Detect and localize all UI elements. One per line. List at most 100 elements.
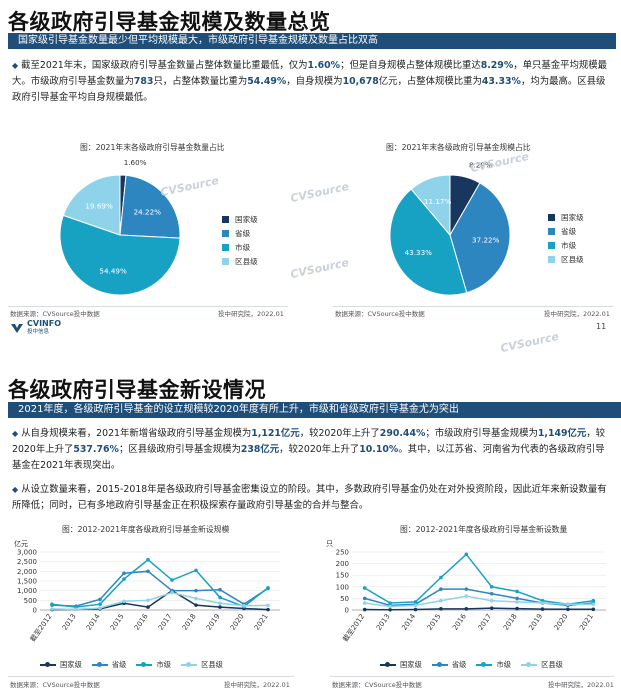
- data-point: [74, 608, 78, 612]
- line-count-source: 数据来源：CVSource投中数据: [332, 679, 422, 689]
- data-point: [363, 597, 367, 601]
- line-scale-credit: 投中研究院，2022.01: [224, 679, 290, 689]
- bullet-icon: ◆: [12, 61, 18, 70]
- legend-item-national: 国家级: [222, 212, 258, 226]
- x-tick-label: 2014: [85, 612, 102, 632]
- x-tick-label: 2020: [553, 613, 570, 632]
- data-point: [218, 605, 222, 609]
- pie-scale-title: 图：2021年末各级政府引导基金规模占比: [386, 142, 531, 153]
- line-scale-chart: 亿元05001,0001,5002,0002,5003,000截至2012 201…: [4, 534, 294, 674]
- data-point: [218, 596, 222, 600]
- data-point: [541, 601, 545, 605]
- page2-banner: 2021年度，各级政府引导基金的设立规模较2020年度有所上升，市级和省级政府引…: [8, 402, 621, 418]
- data-point: [439, 607, 443, 611]
- data-point: [388, 605, 392, 609]
- legend-item-county: 区县级: [222, 254, 258, 268]
- x-tick-label: 2020: [229, 613, 246, 632]
- pie-label-2: 54.49%: [99, 266, 127, 275]
- series-line-1: [52, 571, 268, 606]
- legend-item-county: 区县级: [521, 660, 563, 670]
- legend-item-city: 市级: [136, 660, 171, 670]
- data-point: [50, 607, 54, 611]
- x-tick-label: 2014: [400, 612, 417, 632]
- highlight-value: 10.10%: [359, 444, 398, 455]
- data-point: [465, 594, 469, 598]
- data-point: [490, 599, 494, 603]
- data-point: [490, 592, 494, 596]
- logo-icon: [10, 322, 24, 334]
- data-point: [592, 599, 596, 603]
- y-tick-label: 0: [33, 607, 37, 615]
- data-point: [439, 599, 443, 603]
- x-tick-label: 2019: [527, 613, 544, 632]
- data-point: [170, 578, 174, 582]
- divider: [330, 676, 614, 677]
- x-tick-label: 2017: [477, 613, 494, 632]
- highlight-value: 10,678: [343, 76, 379, 87]
- bullet-icon: ◆: [12, 429, 18, 438]
- legend-item-provincial: 省级: [222, 226, 258, 240]
- y-tick-label: 3,000: [17, 549, 37, 557]
- y-tick-label: 2,000: [17, 568, 37, 576]
- data-point: [146, 558, 150, 562]
- page2-paragraph-count: ◆ 从设立数量来看，2015-2018年是各级政府引导基金密集设立的阶段。其中，多…: [12, 482, 612, 514]
- data-point: [194, 589, 198, 593]
- highlight-value: 54.49%: [247, 76, 286, 87]
- data-point: [465, 587, 469, 591]
- legend-item-provincial: 省级: [92, 660, 127, 670]
- divider: [8, 306, 288, 307]
- data-point: [363, 586, 367, 590]
- y-tick-label: 200: [336, 560, 349, 568]
- data-point: [515, 600, 519, 604]
- x-tick-label: 2021: [253, 613, 270, 632]
- data-point: [515, 607, 519, 611]
- y-axis-unit: 亿元: [14, 539, 28, 548]
- data-point: [266, 586, 270, 590]
- data-point: [122, 577, 126, 581]
- highlight-value: 238亿元: [241, 444, 279, 455]
- data-point: [465, 607, 469, 611]
- pie-count-credit: 投中研究院，2022.01: [218, 308, 284, 318]
- legend-item-provincial: 省级: [432, 660, 467, 670]
- pie-label-1: 37.22%: [472, 235, 500, 244]
- data-point: [98, 598, 102, 602]
- y-tick-label: 1,000: [17, 587, 37, 595]
- pie-count-source: 数据来源：CVSource投中数据: [10, 308, 100, 318]
- data-point: [566, 608, 570, 612]
- data-point: [414, 608, 418, 612]
- line-scale-source: 数据来源：CVSource投中数据: [10, 679, 100, 689]
- highlight-value: 1,121亿元: [251, 428, 299, 439]
- highlight-value: 43.33%: [482, 76, 521, 87]
- pie-label-1: 24.22%: [134, 208, 162, 217]
- pie-scale-chart: 8.29% 37.22% 43.33% 11.17%: [340, 158, 540, 308]
- legend-item-provincial: 省级: [548, 224, 584, 238]
- x-tick-label: 2013: [61, 613, 78, 632]
- data-point: [194, 569, 198, 573]
- cvinfo-logo: CVINFO 投中信息: [10, 320, 61, 336]
- data-point: [146, 570, 150, 574]
- page2-paragraph-scale: ◆ 从自身规模来看，2021年新增省级政府引导基金规模为1,121亿元，较2020…: [12, 426, 612, 474]
- legend-item-city: 市级: [548, 238, 584, 252]
- data-point: [490, 606, 494, 610]
- line-count-chart: 只 0 50 100 150 200 250 截至2012 2013 2014 2015 2016 20…: [326, 534, 616, 674]
- data-point: [266, 604, 270, 608]
- legend-item-city: 市级: [476, 660, 511, 670]
- x-tick-label: 2015: [426, 613, 443, 632]
- pie-count-title: 图：2021年末各级政府引导基金数量占比: [80, 142, 225, 153]
- line-count-legend: 国家级 省级 市级 区县级: [380, 660, 573, 670]
- x-tick-label: 2019: [205, 613, 222, 632]
- data-point: [218, 588, 222, 592]
- data-point: [242, 604, 246, 608]
- data-point: [592, 602, 596, 606]
- highlight-value: 8.29%: [481, 60, 514, 71]
- x-tick-label: 2016: [451, 612, 468, 632]
- data-point: [515, 590, 519, 594]
- pie-scale-credit: 投中研究院，2022.01: [544, 308, 610, 318]
- legend-item-national: 国家级: [40, 660, 82, 670]
- x-tick-label: 2018: [181, 613, 198, 632]
- data-point: [146, 605, 150, 609]
- data-point: [388, 601, 392, 605]
- data-point: [592, 608, 596, 612]
- y-tick-label: 1,500: [17, 578, 37, 586]
- highlight-value: 1.60%: [308, 60, 341, 71]
